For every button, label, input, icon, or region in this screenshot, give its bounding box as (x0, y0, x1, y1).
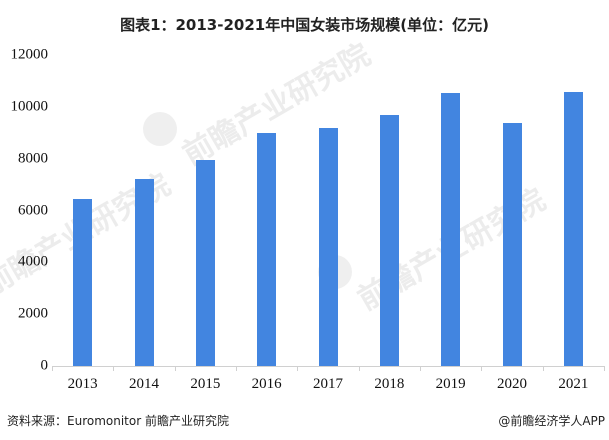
x-tick-mark (113, 366, 114, 371)
y-tick-label: 0 (40, 357, 49, 374)
chart-title: 图表1：2013-2021年中国女装市场规模(单位：亿元) (120, 16, 489, 34)
source-note: 资料来源：Euromonitor 前瞻产业研究院 (7, 414, 229, 428)
chart-area: 图表1：2013-2021年中国女装市场规模(单位：亿元) 前瞻产业研究院 前瞻… (0, 16, 605, 392)
bar-2016 (257, 132, 276, 366)
x-tick-label: 2014 (129, 376, 159, 392)
y-tick-label: 8000 (18, 150, 48, 167)
x-tick-label: 2021 (558, 376, 589, 392)
x-tick-label: 2019 (435, 376, 466, 392)
y-tick-label: 6000 (18, 202, 48, 218)
bar-2017 (319, 127, 338, 366)
x-tick-label: 2013 (67, 376, 98, 392)
x-tick-mark (175, 366, 176, 371)
bar-2018 (380, 114, 399, 366)
bar-2020 (503, 122, 522, 366)
credit-note: @前瞻经济学人APP (498, 414, 605, 428)
y-tick-label: 4000 (18, 253, 48, 270)
x-tick-mark (604, 366, 605, 371)
bar-2015 (196, 159, 215, 366)
x-tick-label: 2017 (313, 376, 343, 392)
x-tick-mark (236, 366, 237, 371)
x-tick-mark (543, 366, 544, 371)
x-tick-mark (481, 366, 482, 371)
y-tick-label: 10000 (10, 98, 49, 115)
bar-2021 (564, 91, 583, 366)
watermark-logo-icon (143, 112, 177, 146)
y-tick-label: 12000 (10, 46, 49, 63)
x-tick-mark (52, 366, 53, 371)
bar-2014 (135, 179, 154, 366)
x-tick-mark (420, 366, 421, 371)
x-tick-label: 2018 (374, 376, 405, 392)
x-tick-mark (359, 366, 360, 371)
x-tick-label: 2016 (251, 376, 282, 392)
x-axis-line (52, 366, 604, 367)
bar-2013 (73, 199, 92, 366)
x-tick-label: 2020 (497, 376, 527, 392)
x-tick-label: 2015 (190, 376, 221, 392)
bar-2019 (441, 92, 460, 366)
x-tick-mark (297, 366, 298, 371)
y-tick-label: 2000 (18, 305, 48, 322)
